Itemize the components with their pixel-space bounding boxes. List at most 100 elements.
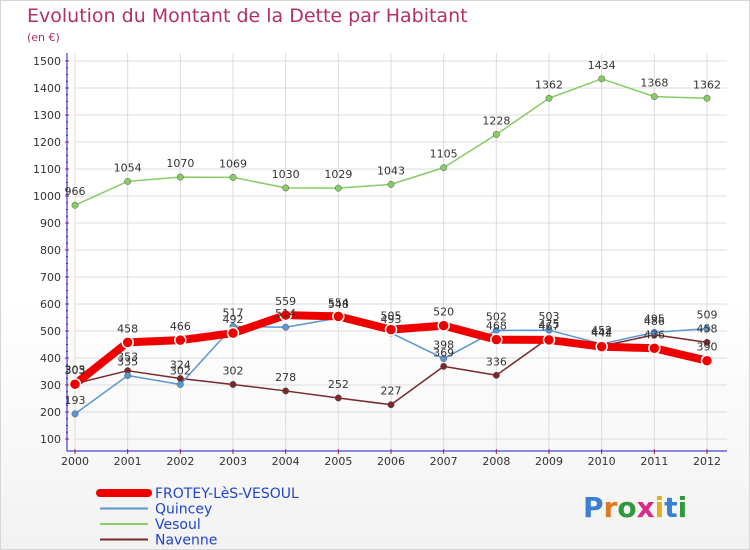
data-label: 468: [486, 320, 507, 333]
data-point: [490, 333, 503, 346]
logo-letter: o: [617, 491, 636, 524]
x-tick-label: 2008: [482, 455, 510, 468]
data-label: 966: [65, 185, 86, 198]
y-tick-label: 500: [40, 325, 61, 338]
x-tick-label: 2009: [535, 455, 563, 468]
data-label: 335: [117, 356, 138, 369]
data-label: 486: [644, 315, 665, 328]
data-label: 227: [381, 385, 402, 398]
logo-letter: x: [637, 491, 655, 524]
data-label: 1362: [535, 78, 563, 91]
data-point: [334, 184, 342, 192]
data-point: [229, 381, 237, 388]
data-label: 1368: [640, 77, 668, 90]
data-point: [440, 164, 448, 172]
data-label: 1054: [114, 161, 142, 174]
data-point: [545, 94, 553, 102]
logo-letter: r: [604, 491, 618, 524]
data-label: 302: [223, 364, 244, 377]
data-label: 492: [223, 313, 244, 326]
data-point: [387, 180, 395, 188]
data-point: [387, 401, 395, 409]
data-label: 493: [381, 313, 402, 326]
data-point: [492, 130, 500, 138]
data-label: 436: [644, 328, 665, 341]
logo-letter: i: [678, 491, 688, 524]
data-point: [648, 342, 661, 355]
x-tick-label: 2012: [693, 455, 721, 468]
data-point: [229, 173, 237, 181]
data-point: [440, 355, 448, 362]
data-label: 353: [117, 351, 138, 364]
data-label: 303: [65, 364, 86, 377]
x-tick-label: 2000: [61, 455, 89, 468]
data-point: [282, 323, 290, 331]
data-point: [121, 336, 134, 349]
data-label: 502: [486, 310, 507, 323]
y-tick-label: 1300: [33, 109, 61, 122]
x-tick-label: 2005: [324, 455, 352, 468]
data-point: [650, 93, 658, 101]
data-label: 495: [644, 312, 665, 325]
data-point: [437, 319, 450, 332]
data-point: [176, 381, 184, 388]
y-tick-label: 1400: [33, 82, 61, 95]
data-label: 1030: [272, 168, 300, 181]
data-point: [226, 326, 240, 340]
y-tick-label: 200: [40, 406, 61, 419]
data-label: 193: [65, 394, 86, 407]
data-point: [595, 340, 608, 353]
data-label: 517: [223, 306, 244, 319]
data-label: 278: [275, 371, 296, 384]
data-label: 1362: [693, 78, 721, 91]
legend-label: Vesoul: [155, 517, 201, 533]
y-tick-label: 100: [40, 433, 61, 446]
data-labels: 966 1054 1070 1069 1030 1029 1043 1105 1228 1362 1…: [65, 59, 722, 407]
data-label: 444: [591, 326, 612, 339]
data-point: [598, 75, 606, 83]
chart-unit: (en €): [27, 31, 60, 44]
data-label: 475: [539, 318, 560, 331]
x-tick-label: 2006: [377, 455, 405, 468]
data-label: 1043: [377, 164, 405, 177]
y-tick-label: 1000: [33, 190, 61, 203]
grid: [74, 53, 727, 449]
data-label: 554: [328, 296, 349, 309]
data-point: [700, 354, 714, 367]
x-tick-label: 2002: [166, 455, 194, 468]
data-label: 324: [170, 359, 191, 372]
axes: 100 200 300 400 500 600 700 800 900 1000 1100 1200 1…: [33, 53, 727, 468]
data-point: [703, 94, 711, 102]
data-label: 1228: [482, 114, 510, 127]
data-point: [176, 173, 184, 181]
data-point: [174, 333, 187, 347]
x-tick-label: 2011: [640, 455, 668, 468]
data-point: [703, 325, 711, 333]
data-label: 503: [539, 310, 560, 323]
data-label: 505: [381, 310, 402, 323]
data-label: 390: [697, 341, 718, 354]
x-tick-label: 2001: [114, 455, 142, 468]
data-label: 302: [170, 364, 191, 377]
data-label: 548: [328, 298, 349, 311]
logo-letter: P: [583, 491, 604, 524]
data-point: [124, 177, 132, 185]
data-point: [440, 362, 448, 370]
data-label: 369: [433, 346, 454, 359]
data-point: [279, 308, 292, 322]
x-tick-label: 2004: [272, 455, 300, 468]
x-tick-label: 2007: [430, 455, 458, 468]
data-point: [282, 387, 290, 395]
data-label: 1070: [166, 157, 194, 170]
data-label: 252: [328, 378, 349, 391]
y-tick-label: 600: [40, 298, 61, 311]
data-point: [282, 184, 290, 192]
data-point: [384, 323, 398, 336]
y-tick-label: 700: [40, 271, 61, 284]
data-label: 398: [433, 339, 454, 352]
logo-letter: i: [655, 491, 665, 524]
data-label: 336: [486, 355, 507, 368]
data-point: [545, 326, 553, 334]
